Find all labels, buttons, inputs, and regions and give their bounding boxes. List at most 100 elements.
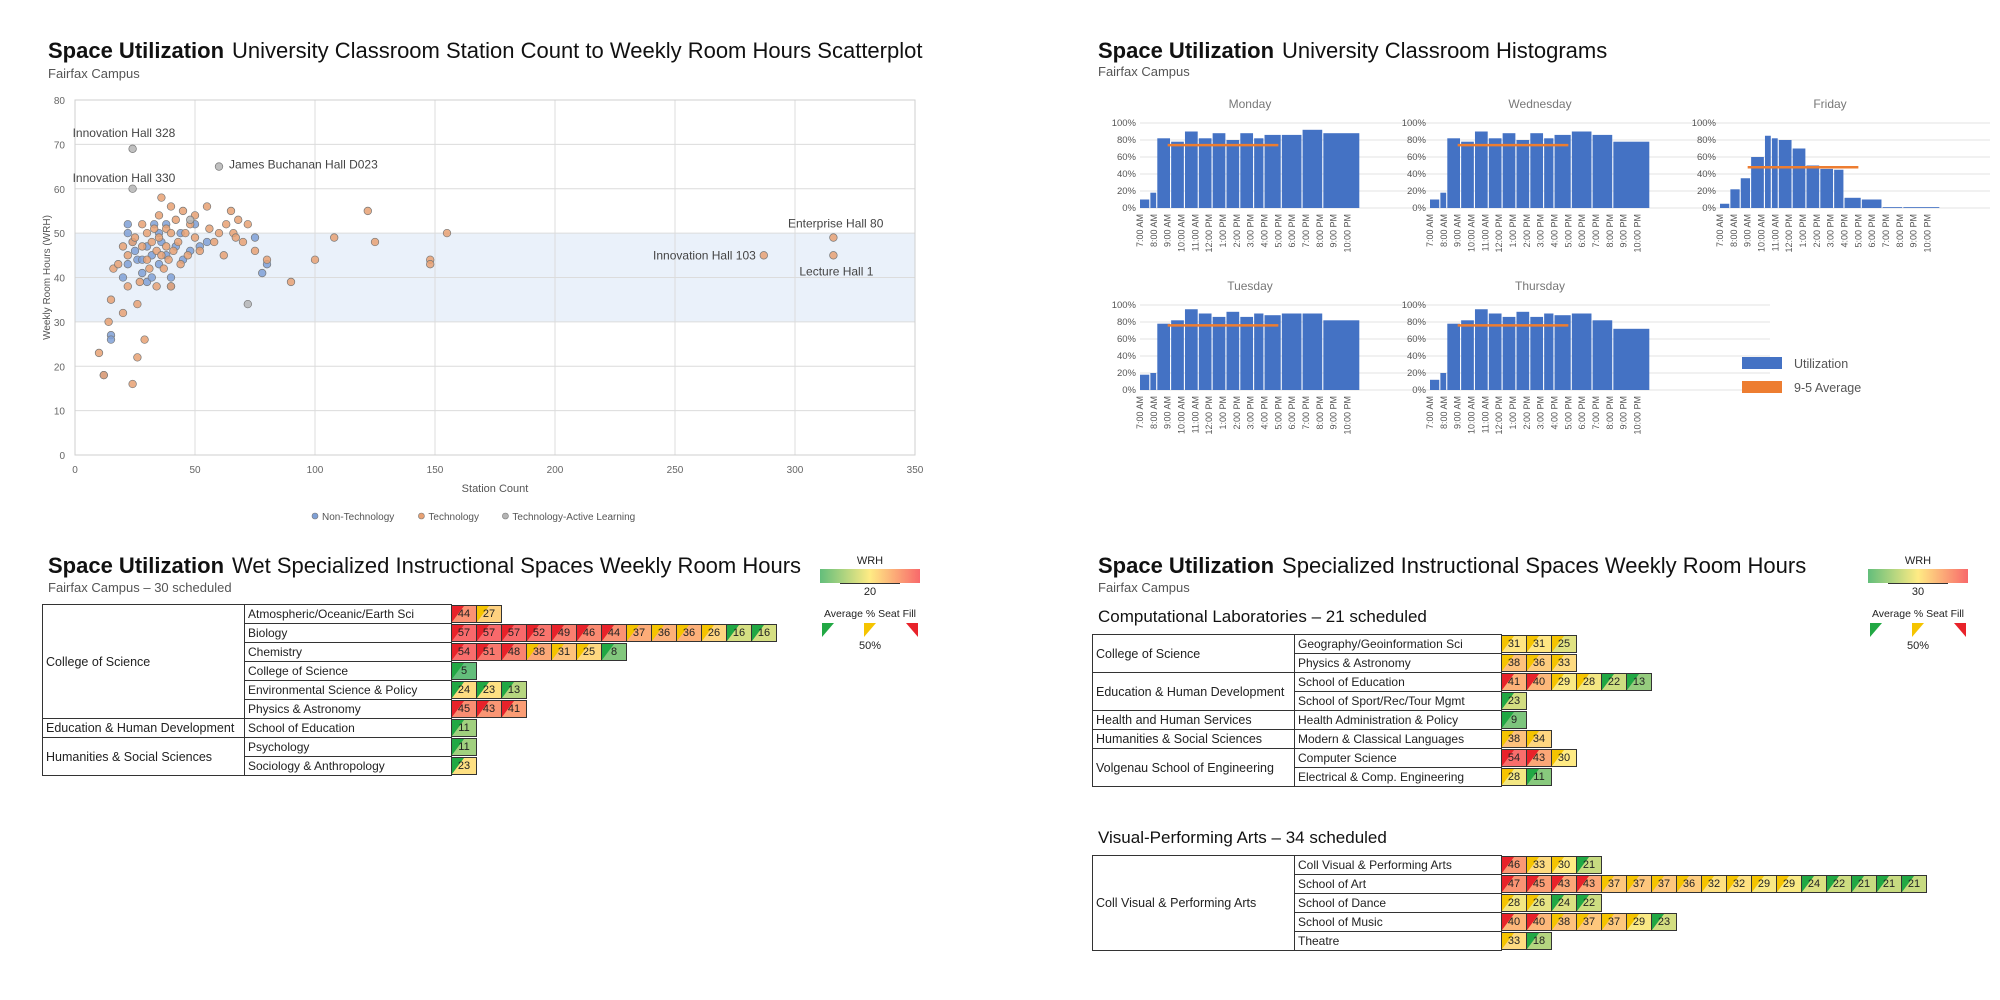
- cell-value: 51: [482, 646, 496, 658]
- cell-value: 29: [1632, 916, 1646, 928]
- histogram-x-tick: 11:00 AM: [1190, 396, 1200, 433]
- seat-fill-indicator: [677, 625, 689, 641]
- cell-value: 36: [657, 627, 671, 639]
- cell-value: 40: [1507, 916, 1521, 928]
- heatmap-cell: 33: [1526, 856, 1552, 874]
- legend-label: Non-Technology: [322, 512, 394, 523]
- scatter-point: [370, 237, 380, 247]
- value-cells: 28 26 24 22: [1501, 894, 1928, 913]
- utilization-bar: [1502, 316, 1516, 390]
- seat-fill-indicator: [1527, 857, 1539, 873]
- histogram-day-title: Monday: [1229, 97, 1272, 111]
- histogram-y-tick: 0%: [1702, 203, 1716, 214]
- seat-fill-indicator: [627, 625, 639, 641]
- histogram-x-tick: 8:00 PM: [1605, 214, 1615, 248]
- point-annotation: Innovation Hall 103: [653, 248, 756, 262]
- histogram-x-tick: 9:00 AM: [1743, 214, 1753, 247]
- scatter-point: [234, 215, 243, 224]
- histogram-x-tick: 5:00 PM: [1273, 214, 1283, 248]
- utilization-bar: [1461, 141, 1474, 208]
- scatter-point: [118, 273, 128, 282]
- cell-value: 57: [507, 627, 521, 639]
- utilization-bar: [1554, 134, 1571, 208]
- histogram-x-tick: 10:00 AM: [1177, 396, 1187, 434]
- cell-value: 54: [1507, 752, 1521, 764]
- heatmap-cell: 36: [1526, 654, 1552, 672]
- histogram-y-tick: 40%: [1117, 169, 1137, 180]
- heatmap-row: School of Art 47 45 43 43 37 37 37 36 32 32 29 29 24 2…: [1093, 874, 1928, 894]
- scatter-point: [140, 335, 149, 344]
- scatter-point: [231, 233, 240, 242]
- heatmap-cell: 44: [601, 624, 627, 642]
- cell-value: 5: [460, 665, 468, 677]
- legend-label: Technology: [428, 512, 479, 523]
- histogram-x-tick: 7:00 PM: [1591, 214, 1601, 248]
- seat-fill-indicator: [502, 644, 514, 660]
- cell-value: 41: [507, 703, 521, 715]
- utilization-bar: [1212, 133, 1226, 208]
- legend-divider: [1868, 583, 1968, 584]
- scatter-point: [759, 251, 768, 260]
- department-cell: Physics & Astronomy: [244, 699, 452, 719]
- y-tick-label: 30: [54, 318, 66, 329]
- utilization-bar: [1140, 199, 1150, 208]
- college-cell: College of Science: [1092, 634, 1295, 673]
- cell-value: 32: [1707, 878, 1721, 890]
- scatter-point: [171, 215, 180, 224]
- cell-value: 38: [1557, 916, 1571, 928]
- x-tick-label: 200: [547, 465, 564, 476]
- cell-value: 24: [1557, 897, 1571, 909]
- heatmap-cell: 46: [1501, 856, 1527, 874]
- scatter-point: [829, 233, 838, 242]
- histogram-y-tick: 60%: [1407, 334, 1427, 345]
- seat-fill-indicator: [1552, 750, 1564, 766]
- cell-value: 40: [1532, 676, 1546, 688]
- heatmap-row: Education & Human Development School of E…: [1092, 672, 1653, 711]
- cell-value: 37: [1582, 916, 1596, 928]
- point-annotation: Enterprise Hall 80: [788, 217, 884, 231]
- seat-fill-indicator: [1627, 876, 1639, 892]
- histogram-x-tick: 4:00 PM: [1550, 396, 1560, 430]
- histogram-y-tick: 80%: [1117, 317, 1137, 328]
- scatter-point: [178, 206, 188, 216]
- cell-value: 52: [532, 627, 546, 639]
- utilization-bar: [1820, 168, 1834, 208]
- seat-fill-indicator: [1502, 914, 1514, 930]
- scatter-point: [183, 251, 192, 260]
- cell-value: 44: [457, 608, 471, 620]
- cell-value: 57: [457, 627, 471, 639]
- cell-value: 28: [1582, 676, 1596, 688]
- utilization-bar: [1430, 379, 1440, 390]
- value-cells: 38 36 33: [1501, 654, 1653, 673]
- legend-gradient: [820, 569, 920, 583]
- value-cells: 41 40 29 28 22 13: [1501, 673, 1653, 692]
- scatter-point: [202, 202, 212, 211]
- heatmap-cell: 47: [1501, 875, 1527, 893]
- heatmap-row: School of Sport/Rec/Tour Mgmt 23: [1093, 691, 1653, 711]
- seat-fill-indicator: [527, 644, 539, 660]
- histogram-x-tick: 11:00 AM: [1770, 214, 1780, 251]
- scatter-point: [94, 348, 104, 358]
- histogram-x-tick: 11:00 AM: [1480, 214, 1490, 251]
- heatmap-cell: 36: [651, 624, 677, 642]
- seat-fill-indicator: [1827, 876, 1839, 892]
- heatmap-cell: 27: [476, 605, 502, 623]
- cell-value: 40: [1532, 916, 1546, 928]
- y-tick-label: 0: [59, 451, 65, 462]
- x-tick-label: 50: [189, 465, 201, 476]
- utilization-bar: [1474, 309, 1488, 390]
- heatmap-cell: 54: [1501, 749, 1527, 767]
- value-cells: 57 57 57 52 49 46 44 37 36 36 26 16 16: [451, 624, 778, 643]
- cell-value: 23: [457, 760, 471, 772]
- seat-fill-indicator: [452, 606, 464, 622]
- legend-seat-fill-mid: 50%: [1906, 640, 1930, 652]
- utilization-bar: [1903, 207, 1940, 208]
- seat-fill-indicator: [1652, 914, 1664, 930]
- histogram-x-tick: 7:00 PM: [1301, 396, 1311, 430]
- heatmap-cell: 43: [1576, 875, 1602, 893]
- scatter-point: [363, 206, 372, 216]
- cell-value: 21: [1857, 878, 1871, 890]
- histogram-day-title: Tuesday: [1227, 279, 1273, 293]
- heatmap-cell: 41: [501, 700, 527, 718]
- histogram-x-tick: 9:00 PM: [1329, 214, 1339, 248]
